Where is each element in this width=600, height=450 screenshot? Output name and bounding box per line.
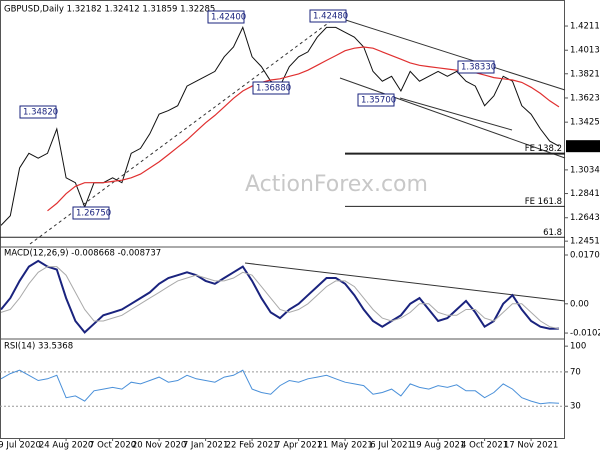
y-tick-label: 1.24515	[570, 237, 600, 247]
y-tick-label: 100	[570, 342, 586, 352]
annotation: 1.38330	[461, 63, 496, 73]
series-line	[0, 259, 560, 334]
price-box	[566, 140, 600, 153]
y-tick-label: 70	[570, 367, 581, 377]
x-tick-label: 7 Jan 2021	[183, 441, 229, 450]
series-line	[0, 266, 560, 330]
x-tick-label: 24 Aug 2020	[39, 441, 93, 450]
x-tick-label: 7 Oct 2020	[89, 441, 136, 450]
panel-title: RSI(14) 33.5368	[4, 342, 73, 352]
y-tick-label: 1.26430	[570, 213, 600, 223]
trend-line	[399, 97, 513, 131]
x-tick-label: 7 Apr 2021	[275, 441, 322, 450]
trend-line	[339, 77, 566, 159]
x-tick-label: 20 Nov 2020	[132, 441, 186, 450]
y-tick-label: 0.017057	[570, 250, 600, 260]
y-tick-label: 30	[570, 402, 581, 412]
y-tick-label: 0.00	[570, 299, 589, 309]
y-tick-label: 1.38210	[570, 69, 600, 79]
y-tick-label: 1.42115	[570, 22, 600, 32]
annotation-box	[207, 10, 245, 24]
annotation: 1.42400	[211, 13, 246, 23]
y-tick-label: 1.30345	[570, 165, 600, 175]
x-tick-label: 4 Oct 2021	[461, 441, 508, 450]
price-label: 1.32285	[569, 142, 600, 152]
y-tick-label: 1.36230	[570, 93, 600, 103]
annotation-box	[19, 105, 57, 119]
x-tick-label: 17 Nov 2021	[504, 441, 558, 450]
x-tick-label: 6 Jul 2021	[370, 441, 413, 450]
x-tick-label: 9 Jul 2020	[0, 441, 41, 450]
annotation: 1.36880	[256, 84, 291, 94]
panel-title: MACD(12,26,9) -0.008668 -0.008737	[4, 249, 161, 259]
annotation-box	[457, 60, 495, 74]
annotation-box	[252, 81, 290, 95]
x-tick-label: 19 Aug 2021	[411, 441, 465, 450]
annotation-box	[309, 9, 347, 23]
annotation: 1.26750	[76, 209, 111, 219]
trend-line	[329, 14, 566, 91]
annotation: 1.35700	[361, 96, 396, 106]
y-tick-label: 1.28410	[570, 189, 600, 199]
y-tick-label: -0.010219	[570, 329, 600, 339]
level-label: FE 161.8	[525, 197, 562, 207]
annotation-box	[357, 93, 395, 107]
frame	[0, 0, 565, 439]
x-tick-label: 22 Feb 2021	[226, 441, 279, 450]
y-tick-label: 1.40135	[570, 46, 600, 56]
level-label: FE 138.2	[525, 144, 562, 154]
x-tick-label: 21 May 2021	[317, 441, 372, 450]
annotation: 1.42480	[313, 12, 348, 22]
watermark: ActionForex.com	[245, 172, 428, 197]
level-label: 61.8	[543, 228, 562, 238]
trend-line	[244, 262, 566, 302]
annotation: 1.34820	[23, 108, 58, 118]
annotation-box	[72, 206, 110, 220]
series-line	[0, 369, 560, 405]
chart-title: GBPUSD,Daily 1.32182 1.32412 1.31859 1.3…	[4, 5, 215, 15]
y-tick-label: 1.34250	[570, 118, 600, 128]
